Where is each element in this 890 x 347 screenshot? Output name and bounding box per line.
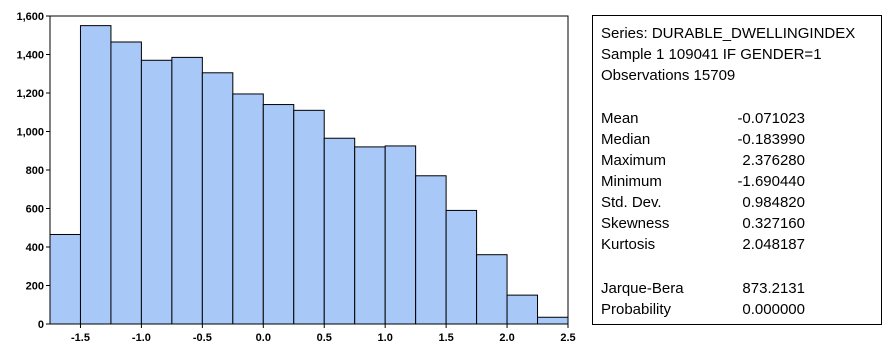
- stat-row-jarque-bera: Jarque-Bera 873.2131: [601, 280, 861, 298]
- stat-label: Maximum: [601, 152, 667, 169]
- descriptive-stats-panel: Series: DURABLE_DWELLINGINDEX Sample 1 1…: [592, 15, 882, 325]
- histogram-bar: [354, 146, 386, 325]
- histogram-bar: [476, 254, 508, 325]
- histogram-chart: 0 200 400 600 800 1,000 1,200 1,400 1,600 -1.5 -1.…: [16, 11, 575, 344]
- y-tick-label: 1,600: [16, 11, 44, 23]
- y-tick-label: 1,200: [16, 88, 44, 100]
- histogram-bar: [110, 41, 142, 325]
- stat-row-minimum: Minimum -1.690440: [601, 173, 861, 191]
- stat-label: Probability: [601, 301, 672, 318]
- histogram-bar: [293, 109, 325, 325]
- x-tick-label: 2.0: [499, 332, 514, 344]
- y-tick-label: 400: [26, 242, 44, 254]
- x-tick-label: 2.5: [560, 332, 575, 344]
- histogram-bar: [171, 56, 203, 325]
- stat-label: Kurtosis: [601, 236, 656, 253]
- stat-row-median: Median -0.183990: [601, 131, 861, 149]
- stat-value: -0.071023: [737, 110, 805, 127]
- histogram-bar: [323, 137, 356, 325]
- y-tick-label: 200: [26, 281, 44, 293]
- histogram-bar: [201, 72, 234, 325]
- x-tick-label: 1.5: [438, 332, 453, 344]
- histogram-bar: [232, 93, 264, 325]
- y-tick-label: 800: [26, 165, 44, 177]
- stats-sample-label: Sample 1 109041 IF GENDER=1: [601, 46, 822, 63]
- stat-value: 2.048187: [742, 236, 805, 253]
- x-tick-label: 0.5: [317, 332, 332, 344]
- stat-value: 2.376280: [742, 152, 805, 169]
- stat-label: Median: [601, 131, 651, 148]
- x-tick-label: -1.0: [132, 332, 151, 344]
- stat-row-maximum: Maximum 2.376280: [601, 152, 861, 170]
- stat-label: Std. Dev.: [601, 194, 662, 211]
- x-tick-label: 1.0: [378, 332, 393, 344]
- histogram-bar: [506, 294, 539, 325]
- x-tick-label: -1.5: [71, 332, 90, 344]
- histogram-bar: [49, 233, 81, 325]
- stat-row-std-dev: Std. Dev. 0.984820: [601, 194, 861, 212]
- y-tick-label: 1,400: [16, 50, 44, 62]
- stat-row-probability: Probability 0.000000: [601, 301, 861, 319]
- stats-series-label: Series: DURABLE_DWELLINGINDEX: [601, 25, 856, 42]
- histogram-bar: [140, 59, 173, 325]
- y-tick-label: 0: [38, 319, 44, 331]
- y-tick-label: 1,000: [16, 127, 44, 139]
- stats-observations-label: Observations 15709: [601, 67, 736, 84]
- y-tick-label: 600: [26, 204, 44, 216]
- histogram-bar: [79, 25, 112, 325]
- histogram-bar: [537, 316, 569, 325]
- stat-value: 0.000000: [742, 301, 805, 318]
- stat-label: Mean: [601, 110, 639, 127]
- stat-value: -0.183990: [737, 131, 805, 148]
- stat-row-skewness: Skewness 0.327160: [601, 215, 861, 233]
- stat-value: 873.2131: [742, 280, 805, 297]
- histogram-svg: 0 200 400 600 800 1,000 1,200 1,400 1,600 -1.5 -1.…: [16, 11, 575, 344]
- stat-label: Jarque-Bera: [601, 280, 684, 297]
- x-tick-label: 0.0: [256, 332, 271, 344]
- stat-row-kurtosis: Kurtosis 2.048187: [601, 236, 861, 254]
- stat-label: Minimum: [601, 173, 662, 190]
- stat-value: 0.984820: [742, 194, 805, 211]
- histogram-bar: [445, 209, 478, 325]
- histogram-bar: [384, 145, 417, 325]
- histogram-bar: [262, 104, 295, 325]
- stat-value: -1.690440: [737, 173, 805, 190]
- stat-label: Skewness: [601, 215, 670, 232]
- stat-value: 0.327160: [742, 215, 805, 232]
- histogram-bar: [415, 175, 447, 325]
- x-tick-label: -0.5: [193, 332, 212, 344]
- stat-row-mean: Mean -0.071023: [601, 110, 861, 128]
